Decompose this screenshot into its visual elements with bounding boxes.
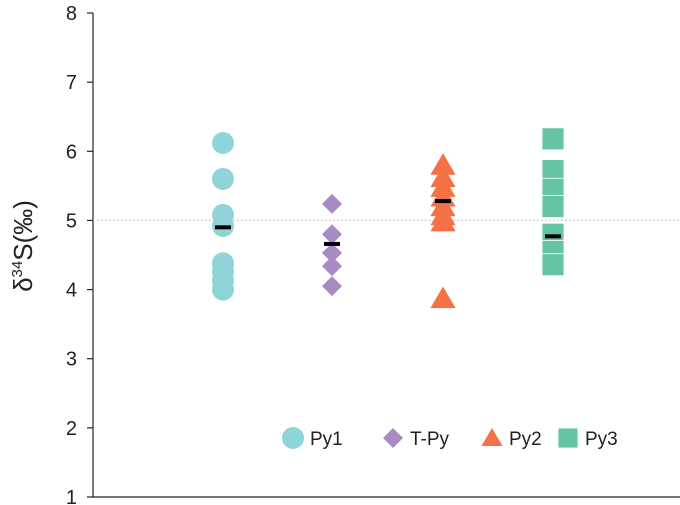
y-tick-label: 4 — [66, 280, 77, 302]
mean-marker-t-py — [324, 241, 340, 246]
y-tick-label: 8 — [66, 3, 77, 25]
data-point-t-py — [322, 242, 342, 263]
data-point-py2 — [430, 286, 456, 309]
y-tick-label: 1 — [66, 487, 77, 505]
legend-label: Py2 — [509, 429, 542, 450]
y-label-rest: S(‰) — [8, 200, 38, 261]
y-tick-label: 2 — [66, 418, 77, 440]
data-point-py1 — [212, 278, 234, 301]
legend-label: T-Py — [410, 429, 450, 450]
data-point-t-py — [322, 224, 342, 245]
data-points — [212, 127, 565, 309]
legend-marker-py3 — [557, 427, 579, 449]
data-point-py3 — [541, 195, 565, 219]
mean-marker-py2 — [435, 199, 451, 204]
data-point-py2 — [430, 209, 456, 232]
legend-marker-py2 — [481, 428, 503, 446]
legend-label: Py1 — [310, 429, 343, 450]
data-point-py3 — [541, 253, 565, 277]
y-axis-label: δ34S(‰) — [8, 200, 38, 292]
data-point-py3 — [541, 127, 565, 151]
y-tick-label: 7 — [66, 72, 77, 94]
y-tick-label: 6 — [66, 141, 77, 163]
data-point-t-py — [322, 193, 342, 214]
data-point-py2 — [430, 153, 456, 175]
mean-marker-py1 — [215, 225, 231, 230]
data-point-py1 — [212, 131, 234, 154]
data-point-t-py — [322, 276, 342, 297]
mean-marker-py3 — [545, 234, 561, 239]
y-label-superscript: 34 — [9, 261, 26, 278]
legend-marker-py1 — [282, 427, 304, 449]
data-point-py1 — [212, 167, 234, 190]
legend: Py1 T-Py Py2 Py3 — [282, 427, 618, 450]
data-point-t-py — [322, 256, 342, 277]
y-label-delta: δ — [8, 277, 38, 291]
mean-markers — [215, 199, 561, 246]
y-tick-label: 3 — [66, 349, 77, 371]
y-tick-label: 5 — [66, 210, 77, 232]
y-axis: 1 2 3 4 5 6 7 8 — [66, 3, 94, 505]
legend-marker-t-py — [383, 428, 403, 448]
legend-label: Py3 — [585, 429, 618, 450]
